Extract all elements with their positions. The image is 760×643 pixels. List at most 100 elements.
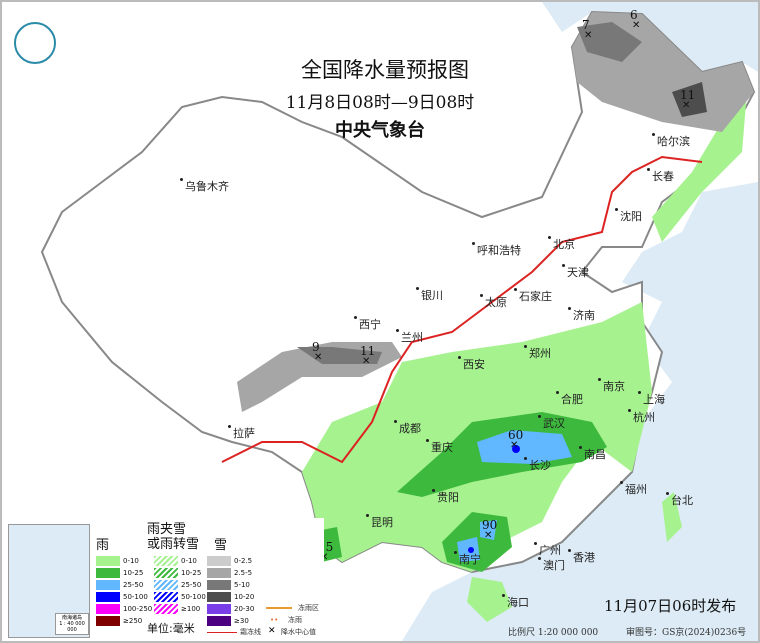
snow-area	[577, 22, 642, 62]
center-value-label: 降水中心值	[281, 628, 316, 636]
rain-25-50-area	[477, 430, 572, 464]
agency-name: 中央气象台	[335, 120, 425, 141]
mixed-legend-label: 0-10	[181, 557, 197, 565]
rain-legend-label: 10-25	[123, 569, 144, 577]
freeze-line	[221, 155, 703, 464]
mixed-legend-title: 雨夹雪	[147, 522, 187, 537]
mixed-legend-title-2: 或雨转雪	[147, 537, 200, 552]
city-label: 西宁	[354, 316, 381, 332]
center-cross-icon: ✕	[314, 352, 323, 363]
freezing-rain-label: 冻雨	[288, 616, 302, 624]
cma-logo-icon	[14, 22, 56, 64]
freeze-line-label: 霜冻线	[240, 628, 261, 636]
snow-legend-swatch	[207, 568, 231, 578]
precip-center-value: 7	[582, 18, 590, 32]
city-label: 南京	[598, 378, 625, 394]
city-label: 长沙	[524, 457, 551, 473]
south-china-sea-inset: 南海诸岛 1 : 40 000 000	[8, 524, 90, 638]
map-scale: 比例尺 1:20 000 000	[508, 628, 599, 638]
mixed-legend-label: 10-25	[181, 569, 202, 577]
center-cross-icon: ✕	[632, 20, 641, 31]
snow-legend-swatch	[207, 604, 231, 614]
city-label: 拉萨	[228, 425, 255, 441]
snow-area	[297, 347, 382, 364]
rain-legend-label: 50-100	[123, 593, 148, 601]
mixed-legend-swatch	[154, 592, 178, 602]
city-label: 郑州	[524, 345, 551, 361]
city-label: 西安	[458, 356, 485, 372]
rain-25-50-area	[480, 520, 497, 540]
rain-legend-swatch	[96, 616, 120, 626]
city-label: 南昌	[579, 446, 606, 462]
rain-0-10-area	[467, 577, 512, 622]
center-cross-icon: ✕	[584, 30, 593, 41]
precip-center-value: 9	[312, 340, 320, 354]
snow-legend-swatch	[207, 580, 231, 590]
inset-scale-value: 1 : 40 000 000	[59, 621, 85, 633]
map-title: 全国降水量预报图	[301, 58, 469, 82]
freezing-zone-label: 冻雨区	[298, 604, 319, 612]
inset-scale: 南海诸岛 1 : 40 000 000	[55, 613, 89, 635]
snow-legend-label: 20-30	[234, 605, 255, 613]
forecast-period: 11月8日08时—9日08时	[285, 93, 475, 113]
mixed-legend-swatch	[154, 604, 178, 614]
rain-50-100-area	[512, 445, 520, 453]
precip-center-value: 6	[630, 8, 638, 22]
rain-legend-label: 100-250	[123, 605, 153, 613]
city-label: 乌鲁木齐	[180, 178, 229, 194]
mixed-legend-swatch	[154, 580, 178, 590]
city-label: 澳门	[538, 557, 565, 573]
city-label: 合肥	[556, 391, 583, 407]
mixed-legend-label: 50-100	[181, 593, 206, 601]
city-label: 上海	[638, 391, 665, 407]
snow-legend-swatch	[207, 556, 231, 566]
city-label: 天津	[562, 264, 589, 280]
snow-legend-swatch	[207, 592, 231, 602]
snow-legend-label: ≥30	[234, 617, 249, 625]
city-label: 济南	[568, 307, 595, 323]
city-label: 银川	[416, 287, 443, 303]
city-label: 福州	[620, 481, 647, 497]
freezing-rain-icon: ••	[270, 616, 279, 624]
precip-center-value: 90	[482, 518, 498, 532]
city-label: 沈阳	[615, 208, 642, 224]
rain-legend-swatch	[96, 556, 120, 566]
snow-legend-swatch	[207, 616, 231, 626]
city-label: 北京	[548, 236, 575, 252]
rain-legend-swatch	[96, 604, 120, 614]
city-label: 南宁	[454, 551, 481, 567]
mixed-legend-swatch	[154, 568, 178, 578]
rain-legend-swatch	[96, 592, 120, 602]
snow-legend-label: 0-2.5	[234, 557, 253, 565]
center-cross-icon: ✕	[268, 626, 276, 636]
rain-legend-label: 25-50	[123, 581, 144, 589]
city-label: 呼和浩特	[472, 242, 521, 258]
city-label: 太原	[480, 294, 507, 310]
city-label: 石家庄	[514, 288, 552, 304]
city-label: 武汉	[538, 415, 565, 431]
snow-area	[672, 82, 707, 117]
city-label: 兰州	[396, 329, 423, 345]
review-number: 审图号：GS京(2024)0236号	[626, 628, 747, 638]
rain-legend-label: ≥250	[123, 617, 143, 625]
city-label: 台北	[666, 492, 693, 508]
precip-center-value: 11	[360, 344, 376, 358]
snow-legend-label: 2.5-5	[234, 569, 253, 577]
mixed-legend-label: ≥100	[181, 605, 201, 613]
rain-legend-title: 雨	[96, 538, 110, 553]
freeze-line-icon	[207, 632, 237, 633]
snow-legend-label: 10-20	[234, 593, 255, 601]
legend: 南海诸岛 1 : 40 000 000 雨 雨夹雪 或雨转雪 雪 0-10 10-2…	[4, 518, 324, 638]
freezing-zone-line	[266, 607, 292, 609]
precip-center-value: 60	[508, 428, 524, 442]
precip-center-value: 11	[680, 88, 696, 102]
city-label: 贵阳	[432, 489, 459, 505]
city-label: 哈尔滨	[652, 133, 690, 149]
snow-legend-title: 雪	[214, 538, 228, 553]
center-cross-icon: ✕	[362, 356, 371, 367]
inset-title: 南海诸岛	[61, 615, 82, 621]
city-label: 广州	[534, 542, 561, 558]
city-label: 重庆	[426, 439, 453, 455]
unit-label: 单位:毫米	[147, 622, 195, 635]
